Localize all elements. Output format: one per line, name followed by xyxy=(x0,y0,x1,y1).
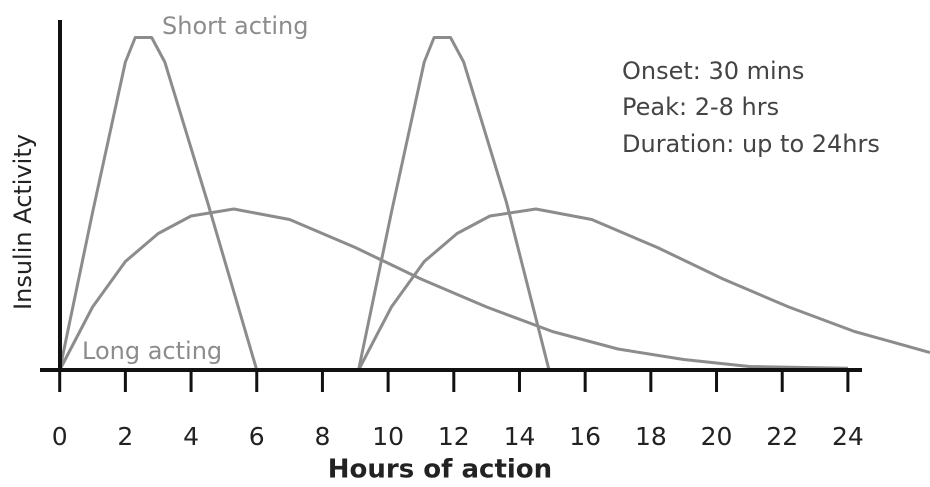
x-tick-label: 22 xyxy=(766,422,798,451)
line xyxy=(357,207,930,371)
line xyxy=(58,207,848,371)
x-tick-label: 8 xyxy=(314,422,330,451)
x-tick-label: 20 xyxy=(701,422,733,451)
x-axis-label: Hours of action xyxy=(328,455,552,485)
x-tick-label: 24 xyxy=(832,422,864,451)
annotation: Long acting xyxy=(82,337,222,365)
info-line: Onset: 30 mins xyxy=(622,57,804,85)
y-axis-label: Insulin Activity xyxy=(9,134,37,310)
x-tick-label: 12 xyxy=(438,422,470,451)
x-tick-label: 14 xyxy=(504,422,536,451)
x-tick-label: 2 xyxy=(117,422,133,451)
x-tick-label: 0 xyxy=(52,422,68,451)
info-line: Peak: 2-8 hrs xyxy=(622,93,779,121)
x-tick-label: 18 xyxy=(635,422,667,451)
x-tick-label: 10 xyxy=(372,422,404,451)
line xyxy=(58,36,259,371)
x-tick-label: 4 xyxy=(183,422,199,451)
plot-area xyxy=(58,36,930,371)
x-tick-label: 6 xyxy=(249,422,265,451)
x-tick-label: 16 xyxy=(569,422,601,451)
line xyxy=(357,36,551,371)
annotation: Short acting xyxy=(162,12,308,40)
info-line: Duration: up to 24hrs xyxy=(622,130,880,158)
